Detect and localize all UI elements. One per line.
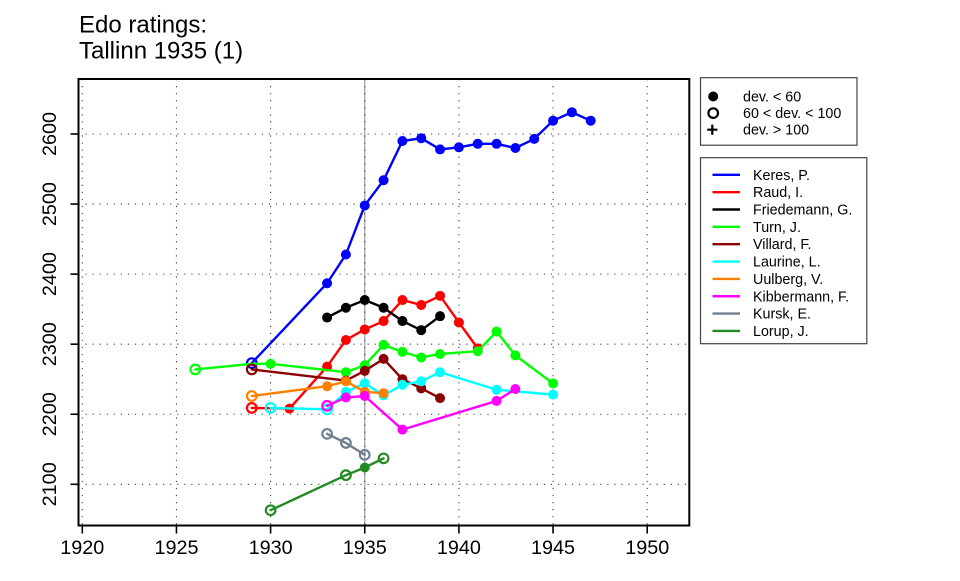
svg-text:2100: 2100 [39, 462, 61, 506]
svg-text:1940: 1940 [437, 537, 481, 559]
svg-text:Turn, J.: Turn, J. [753, 220, 801, 236]
svg-text:2500: 2500 [39, 182, 61, 226]
svg-text:Kursk, E.: Kursk, E. [753, 307, 811, 323]
svg-text:1930: 1930 [249, 537, 293, 559]
svg-text:Laurine, L.: Laurine, L. [753, 255, 821, 271]
svg-text:dev. > 100: dev. > 100 [743, 123, 809, 139]
svg-text:dev. < 60: dev. < 60 [743, 90, 801, 106]
svg-text:2300: 2300 [39, 322, 61, 366]
svg-text:1950: 1950 [625, 537, 669, 559]
svg-text:1920: 1920 [60, 537, 104, 559]
svg-text:Friedemann, G.: Friedemann, G. [753, 203, 852, 219]
svg-text:1945: 1945 [531, 537, 575, 559]
svg-text:1925: 1925 [154, 537, 198, 559]
svg-text:Raud, I.: Raud, I. [753, 185, 803, 201]
svg-text:2200: 2200 [39, 392, 61, 436]
svg-text:Tallinn 1935 (1): Tallinn 1935 (1) [79, 38, 243, 65]
svg-text:60 < dev. < 100: 60 < dev. < 100 [743, 106, 841, 122]
svg-text:Kibbermann, F.: Kibbermann, F. [753, 289, 849, 305]
svg-text:2400: 2400 [39, 252, 61, 296]
svg-text:Keres, P.: Keres, P. [753, 168, 810, 184]
svg-text:Uulberg, V.: Uulberg, V. [753, 272, 823, 288]
svg-text:Villard, F.: Villard, F. [753, 237, 812, 253]
svg-text:2600: 2600 [39, 112, 61, 156]
svg-text:Edo ratings:: Edo ratings: [79, 12, 207, 39]
svg-text:Lorup, J.: Lorup, J. [753, 324, 809, 340]
svg-text:1935: 1935 [343, 537, 387, 559]
